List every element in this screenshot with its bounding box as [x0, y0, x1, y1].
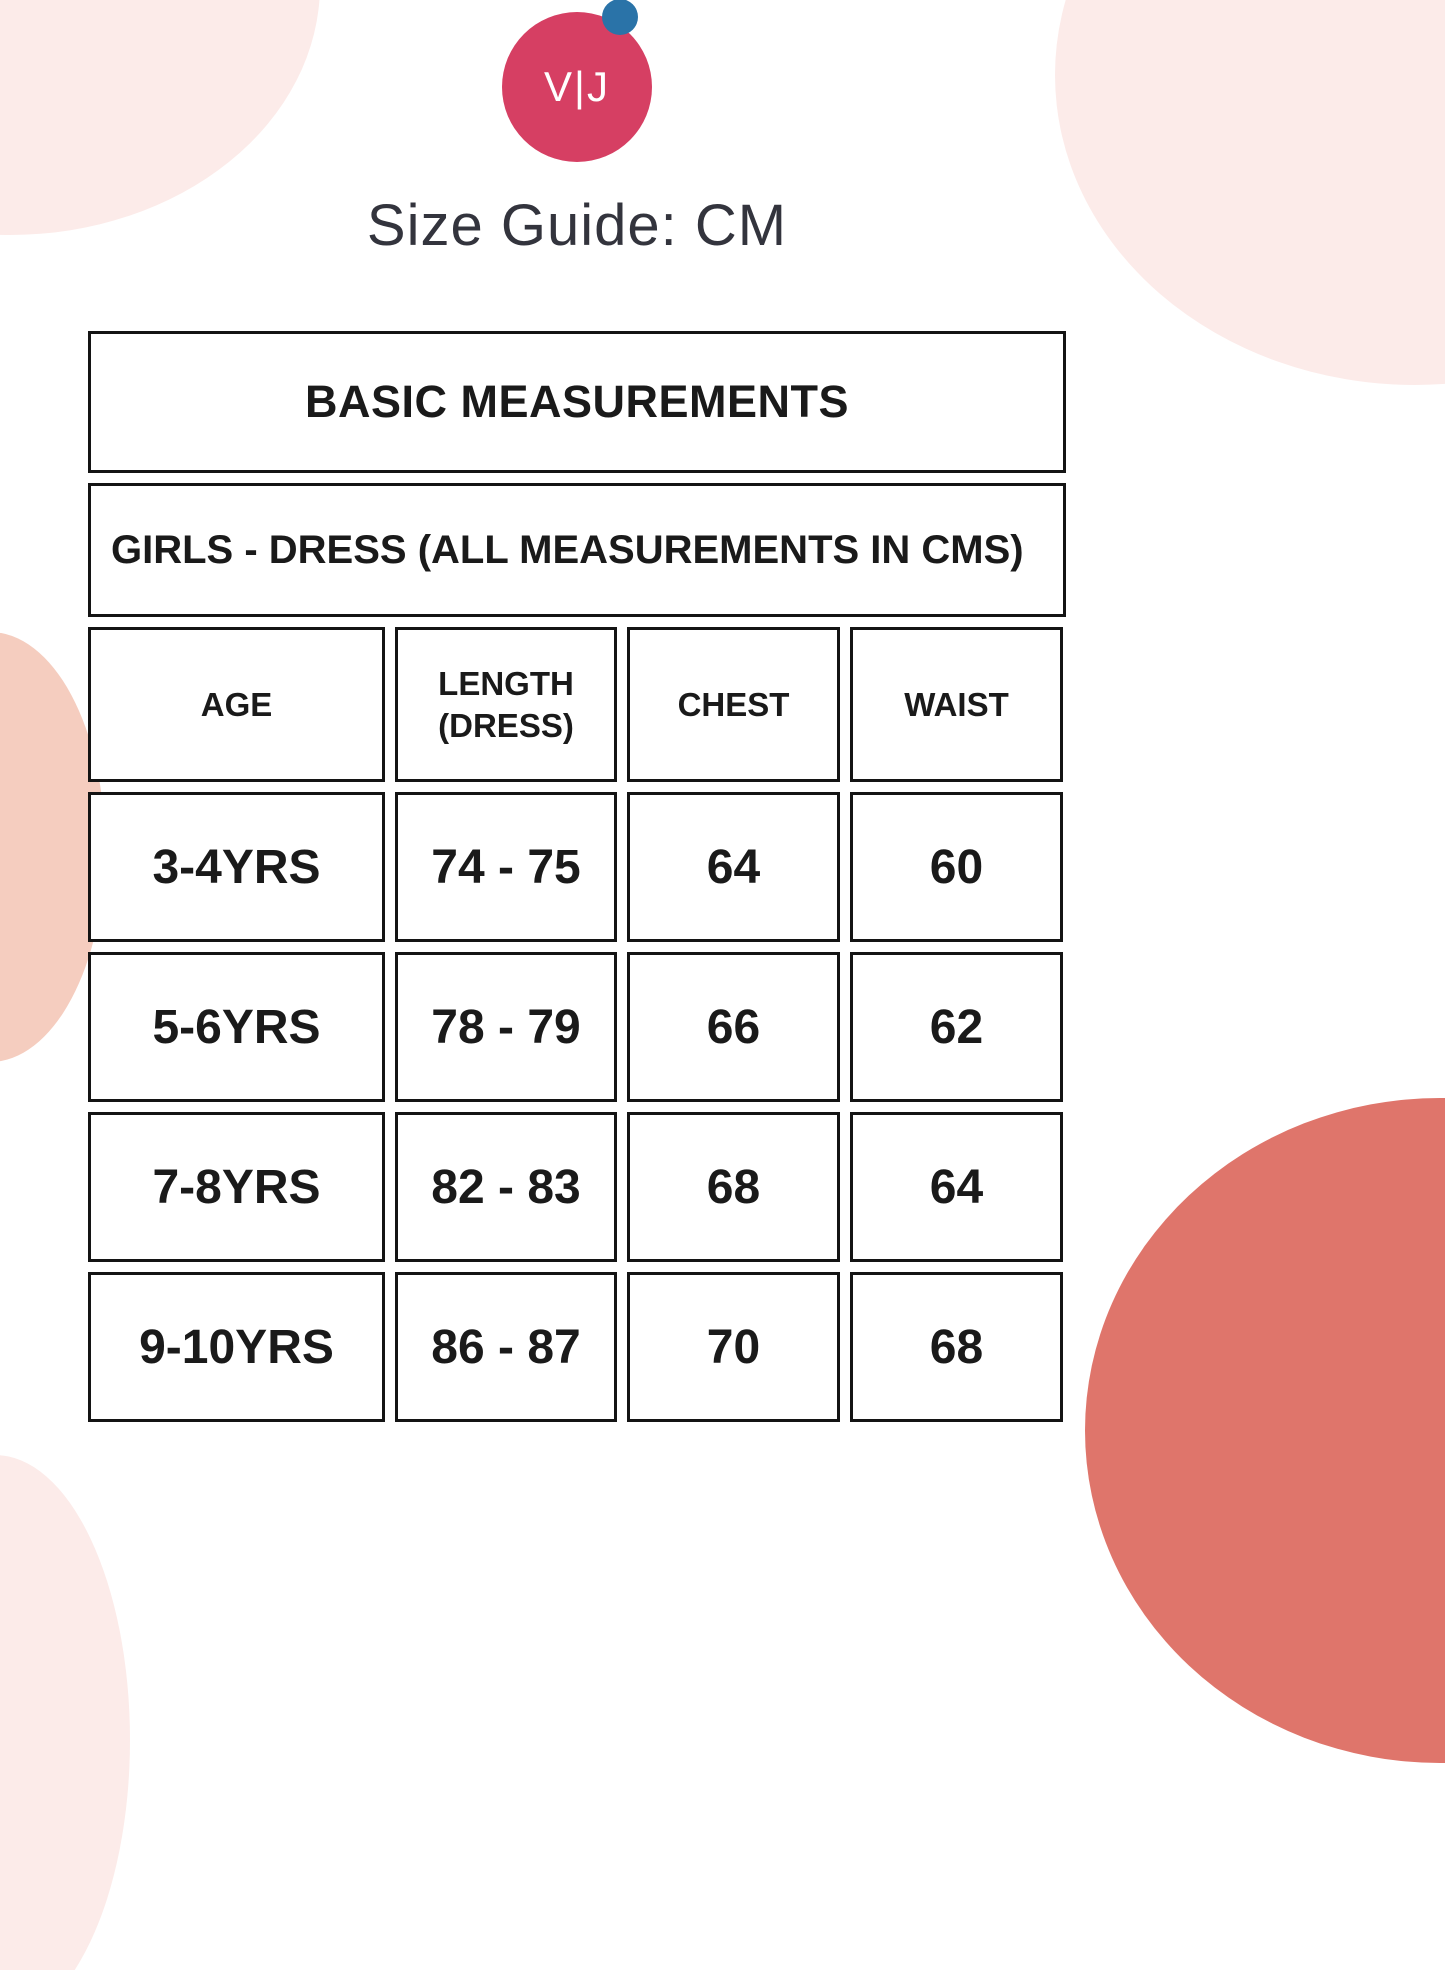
- table-cell: 70: [627, 1272, 840, 1422]
- column-header-age: AGE: [88, 627, 385, 782]
- table-subtitle: GIRLS - DRESS (ALL MEASUREMENTS IN CMS): [88, 483, 1066, 617]
- column-header-waist: WAIST: [850, 627, 1063, 782]
- decor-blob-bottom-left: [0, 1455, 130, 1970]
- decor-blob-bottom-right: [1085, 1098, 1445, 1763]
- table-cell: 3-4YRS: [88, 792, 385, 942]
- table-cell: 64: [850, 1112, 1063, 1262]
- table-cell: 62: [850, 952, 1063, 1102]
- table-cell: 60: [850, 792, 1063, 942]
- page-title: Size Guide: CM: [366, 193, 788, 258]
- logo-initials: V|J: [544, 63, 610, 110]
- table-cell: 66: [627, 952, 840, 1102]
- table-cell: 68: [850, 1272, 1063, 1422]
- column-header-chest: CHEST: [627, 627, 840, 782]
- table-cell: 68: [627, 1112, 840, 1262]
- table-cell: 5-6YRS: [88, 952, 385, 1102]
- table-cell: 64: [627, 792, 840, 942]
- column-header-length-dress: LENGTH (DRESS): [395, 627, 617, 782]
- logo-circle: V|J: [502, 12, 652, 162]
- logo-dot-icon: [602, 0, 638, 35]
- table-title: BASIC MEASUREMENTS: [88, 331, 1066, 473]
- decor-blob-top-right: [1055, 0, 1445, 385]
- table-cell: 82 - 83: [395, 1112, 617, 1262]
- table-cell: 74 - 75: [395, 792, 617, 942]
- table-cell: 86 - 87: [395, 1272, 617, 1422]
- table-cell: 7-8YRS: [88, 1112, 385, 1262]
- size-table: AGE LENGTH (DRESS) CHEST WAIST 3-4YRS 74 - 75…: [88, 627, 1066, 1422]
- brand-logo: V|J: [502, 0, 652, 162]
- table-cell: 9-10YRS: [88, 1272, 385, 1422]
- content-column: V|J Size Guide: CM BASIC MEASUREMENTS GI…: [88, 0, 1066, 1422]
- table-cell: 78 - 79: [395, 952, 617, 1102]
